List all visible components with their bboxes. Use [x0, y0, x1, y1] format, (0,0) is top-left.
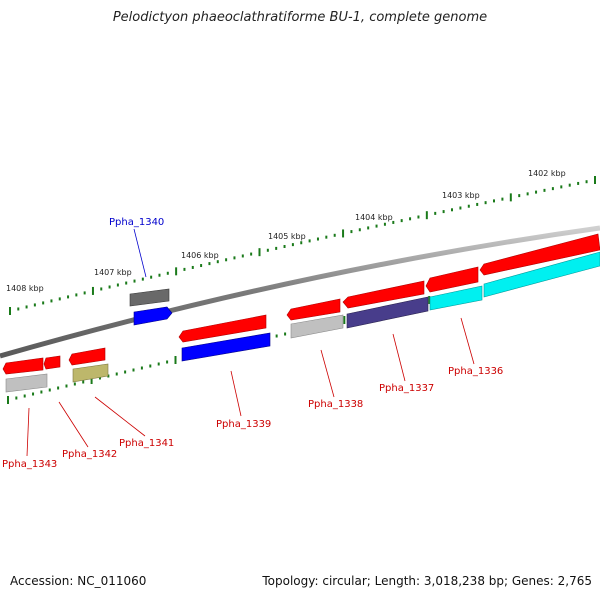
gene-label-1343[interactable]: Ppha_1343: [2, 459, 57, 470]
gene-arrow-blue-1339[interactable]: [181, 332, 271, 362]
callout-line-1340: [133, 228, 147, 278]
gene-arrow-cyan-1336[interactable]: [483, 251, 600, 298]
gene-arrow-silver-1338[interactable]: [290, 314, 344, 339]
gene-arrow-red-1337a[interactable]: [425, 266, 479, 293]
gene-label-1340[interactable]: Ppha_1340: [109, 217, 164, 228]
figure-title: Pelodictyon phaeoclathratiforme BU-1, co…: [112, 10, 488, 25]
callout-line-1338: [320, 349, 335, 398]
gene-label-1336[interactable]: Ppha_1336: [448, 366, 503, 377]
callout-line-1343: [26, 407, 30, 457]
kbp-label-1407: 1407 kbp: [94, 268, 132, 277]
gene-arrow-slate-1337[interactable]: [346, 296, 429, 329]
gene-label-1338[interactable]: Ppha_1338: [308, 399, 363, 410]
gene-arrow-blue-1340[interactable]: [133, 306, 173, 326]
gene-arrow-silver-1343[interactable]: [5, 373, 48, 393]
gene-labels: Ppha_1336 Ppha_1337 Ppha_1338 Ppha_1339 …: [2, 217, 503, 470]
callout-line-1336: [460, 317, 475, 365]
gene-arrow-red-1341[interactable]: [68, 347, 106, 366]
callout-line-1337: [392, 333, 406, 382]
gene-arrow-cyan-1337[interactable]: [429, 285, 483, 311]
gene-arrow-red-1339[interactable]: [178, 314, 267, 343]
gene-label-1342[interactable]: Ppha_1342: [62, 449, 117, 460]
gene-features: [2, 233, 600, 393]
kbp-label-1405: 1405 kbp: [268, 232, 306, 241]
gene-label-1337[interactable]: Ppha_1337: [379, 383, 434, 394]
kbp-labels: 1402 kbp 1403 kbp 1404 kbp 1405 kbp 1406…: [6, 169, 566, 293]
kbp-label-1406: 1406 kbp: [181, 251, 219, 260]
callout-line-1342: [58, 401, 89, 448]
gene-arrow-gray-1340[interactable]: [129, 288, 170, 307]
kbp-label-1404: 1404 kbp: [355, 213, 393, 222]
genome-stats-text: Topology: circular; Length: 3,018,238 bp…: [262, 574, 592, 588]
outer-tick-row: [9, 176, 596, 315]
kbp-label-1408: 1408 kbp: [6, 284, 44, 293]
gene-arrow-khaki-1341[interactable]: [72, 363, 109, 383]
kbp-label-1403: 1403 kbp: [442, 191, 480, 200]
kbp-label-1402: 1402 kbp: [528, 169, 566, 178]
gene-callouts: [26, 228, 475, 457]
gene-arrow-red-1342[interactable]: [43, 355, 61, 370]
gene-arrow-red-1337b[interactable]: [342, 280, 425, 309]
genome-backbone: [0, 225, 600, 359]
gene-label-1339[interactable]: Ppha_1339: [216, 419, 271, 430]
accession-text: Accession: NC_011060: [10, 574, 147, 588]
gene-arrow-red-1336a[interactable]: [479, 233, 600, 276]
gene-label-1341[interactable]: Ppha_1341: [119, 438, 174, 449]
callout-line-1341: [94, 396, 146, 437]
callout-line-1339: [230, 370, 242, 417]
gene-arrow-red-1338[interactable]: [286, 298, 341, 321]
gene-arrow-red-1343[interactable]: [2, 357, 44, 375]
